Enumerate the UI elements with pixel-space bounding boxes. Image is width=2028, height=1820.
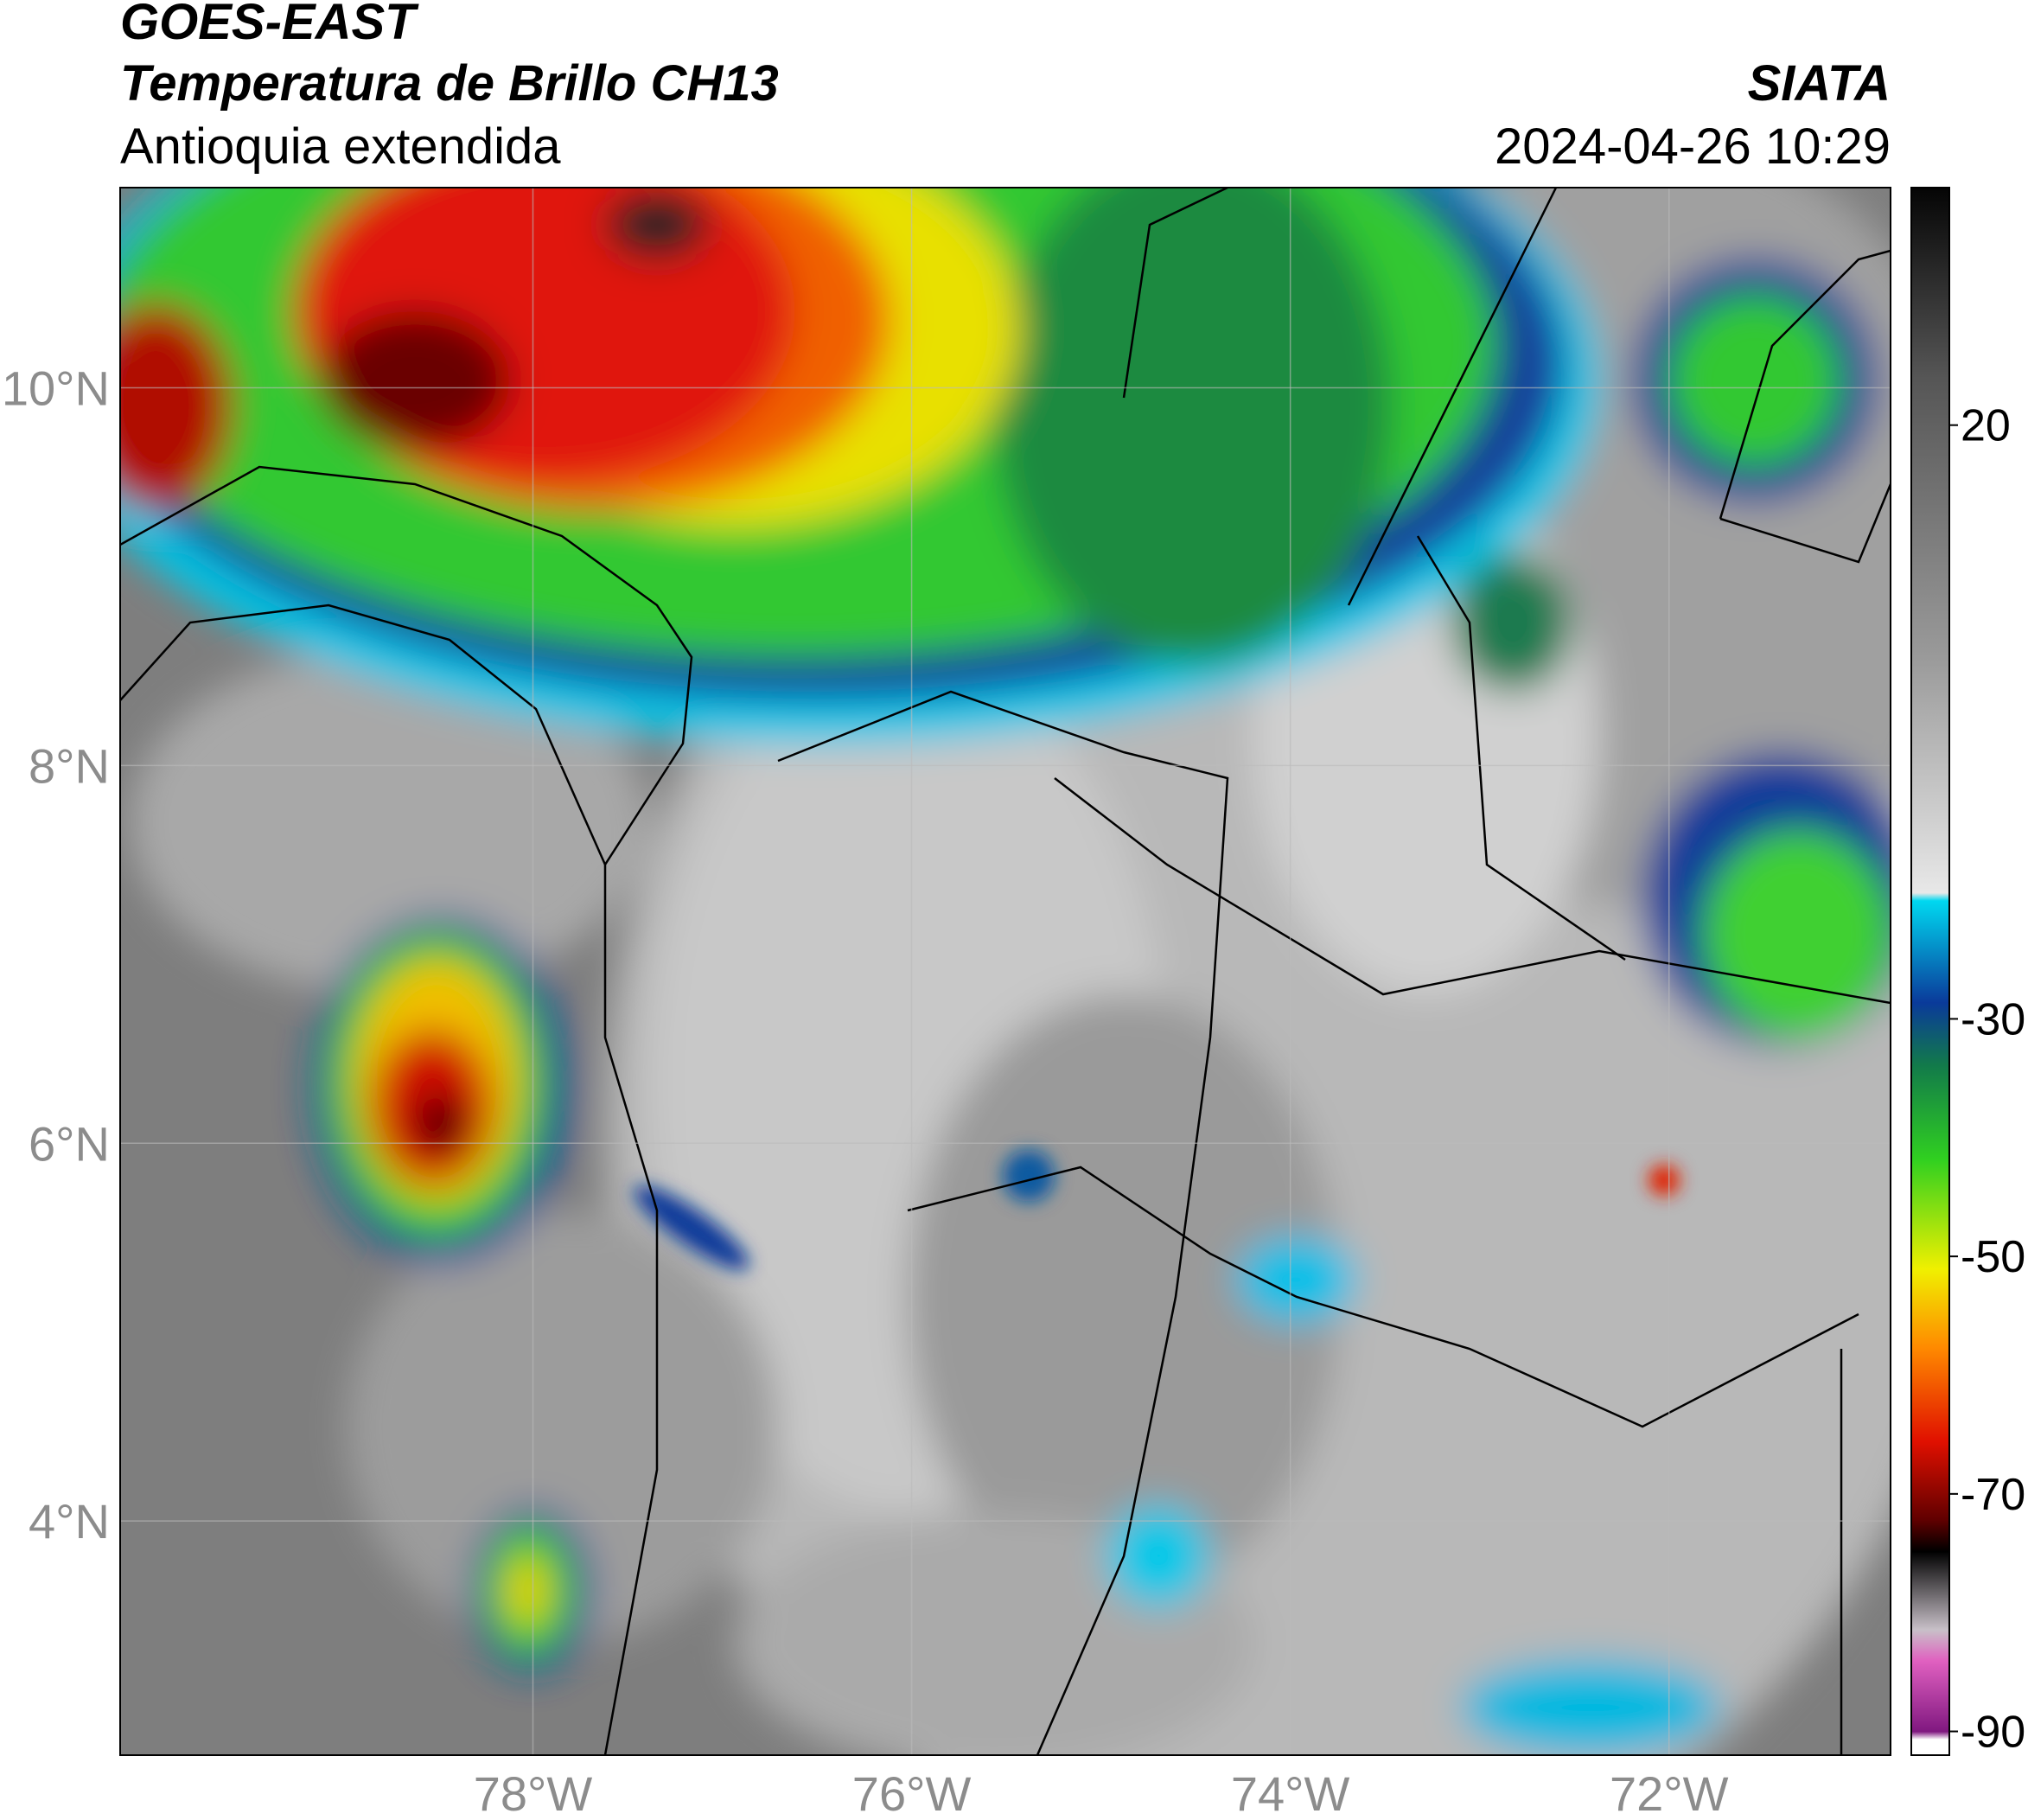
lat-tick-label: 10°N xyxy=(2,361,110,416)
title: GOES-EAST xyxy=(120,0,419,50)
lon-tick-label: 76°W xyxy=(852,1766,972,1816)
datetime: 2024-04-26 10:29 xyxy=(1495,118,1891,175)
colorbar-tick-label: -70 xyxy=(1961,1470,2025,1520)
graticule xyxy=(120,188,1891,1755)
lon-tick-label: 78°W xyxy=(474,1766,593,1816)
title: Temperatura de Brillo CH13 xyxy=(120,55,779,112)
lon-tick-label: 72°W xyxy=(1610,1766,1729,1816)
satellite-image xyxy=(120,188,1891,1755)
colorbar-tick-label: 20 xyxy=(1961,401,2011,451)
source: SIATA xyxy=(1748,55,1891,112)
lat-tick-label: 6°N xyxy=(29,1116,110,1171)
lon-tick-label: 74°W xyxy=(1231,1766,1350,1816)
lat-tick-label: 4°N xyxy=(29,1494,110,1549)
lat-tick-label: 8°N xyxy=(29,738,110,793)
subtitle: Antioquia extendida xyxy=(120,118,561,175)
map-frame xyxy=(119,187,1891,1756)
colorbar xyxy=(1910,187,1950,1756)
colorbar-tick-label: -50 xyxy=(1961,1232,2025,1282)
axes: 10°N 8°N 6°N 4°N 78°W 76°W 74°W 72°W 20 -30 -50 -70… xyxy=(2,361,2025,1820)
colorbar-tick-label: -90 xyxy=(1961,1708,2025,1758)
colorbar-tick-label: -30 xyxy=(1961,994,2025,1044)
